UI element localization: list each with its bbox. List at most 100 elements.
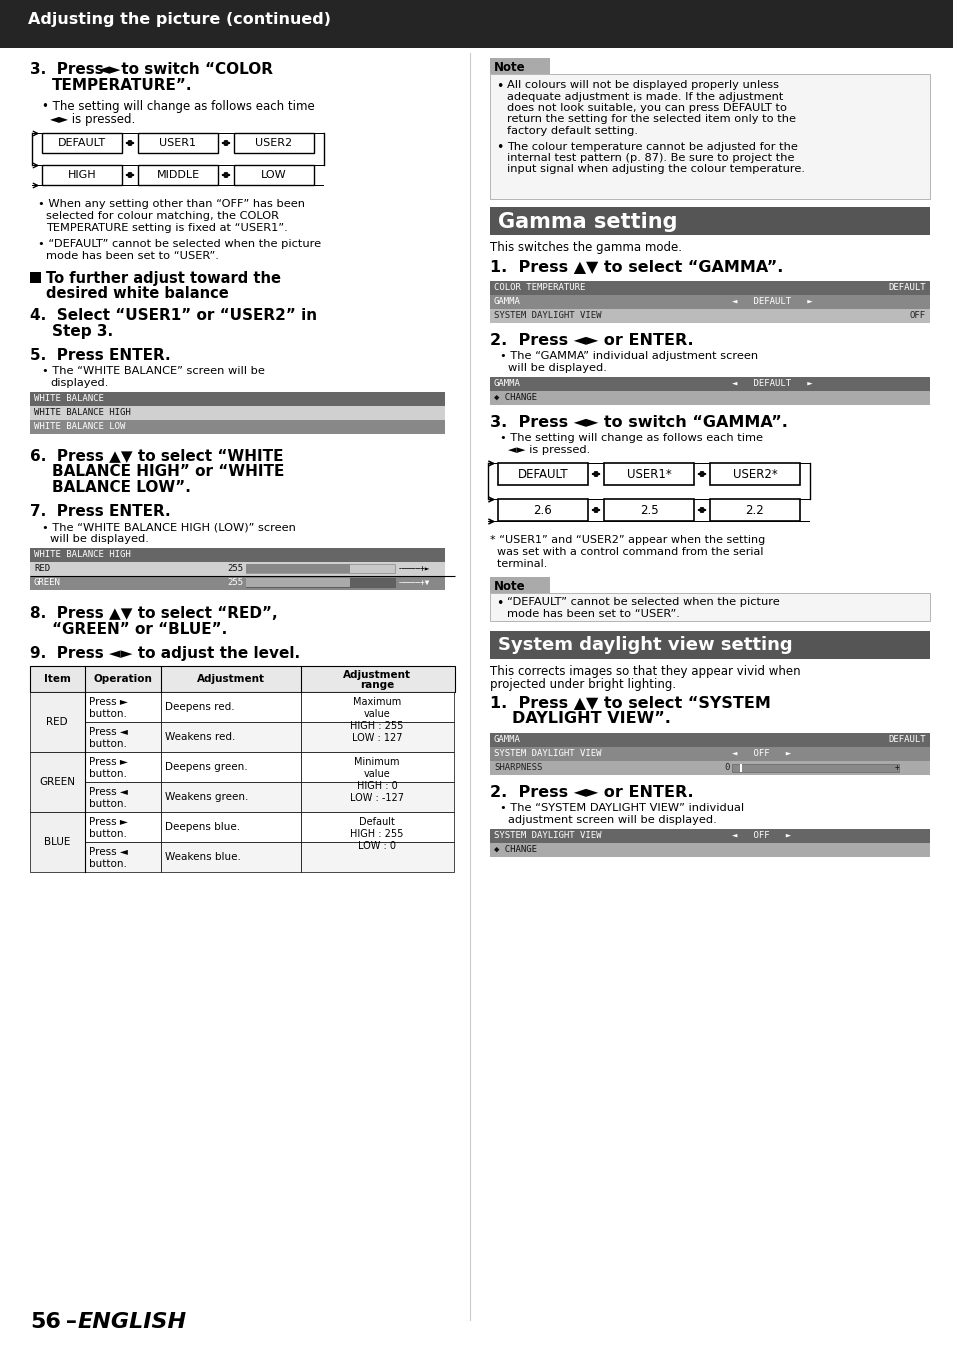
Text: WHITE BALANCE: WHITE BALANCE: [34, 394, 104, 404]
Text: WHITE BALANCE HIGH: WHITE BALANCE HIGH: [34, 549, 131, 559]
Text: Press ◄: Press ◄: [89, 787, 128, 796]
Text: HIGH : 255: HIGH : 255: [350, 829, 403, 838]
Bar: [85, 693, 161, 722]
Bar: [42, 134, 122, 153]
Text: 9.  Press ◄► to adjust the level.: 9. Press ◄► to adjust the level.: [30, 647, 300, 662]
Text: 255: 255: [228, 564, 244, 572]
Text: ◄   OFF   ►: ◄ OFF ►: [731, 832, 790, 840]
Text: button.: button.: [89, 799, 127, 809]
Bar: [85, 782, 161, 811]
Bar: [246, 564, 350, 572]
Text: ◄   DEFAULT   ►: ◄ DEFAULT ►: [731, 297, 812, 306]
Bar: [490, 74, 929, 198]
Text: HIGH: HIGH: [68, 170, 96, 180]
Text: “GREEN” or “BLUE”.: “GREEN” or “BLUE”.: [52, 622, 227, 637]
Text: Adjustment: Adjustment: [196, 674, 265, 684]
Bar: [603, 463, 693, 485]
Bar: [233, 165, 314, 185]
Text: SYSTEM DAYLIGHT VIEW: SYSTEM DAYLIGHT VIEW: [494, 749, 601, 757]
Text: 255: 255: [228, 578, 244, 587]
Text: 3.  Press ◄► to switch “GAMMA”.: 3. Press ◄► to switch “GAMMA”.: [490, 414, 787, 431]
Bar: [30, 548, 444, 562]
Bar: [30, 666, 455, 693]
Bar: [301, 722, 454, 752]
Text: Minimum: Minimum: [354, 757, 399, 767]
Text: Press ►: Press ►: [89, 697, 128, 707]
Text: BALANCE HIGH” or “WHITE: BALANCE HIGH” or “WHITE: [52, 464, 284, 479]
Text: button.: button.: [89, 769, 127, 779]
Text: 2.  Press ◄► or ENTER.: 2. Press ◄► or ENTER.: [490, 784, 693, 801]
Text: MIDDLE: MIDDLE: [156, 170, 199, 180]
Text: The colour temperature cannot be adjusted for the: The colour temperature cannot be adjuste…: [506, 142, 797, 151]
Bar: [490, 207, 929, 235]
Text: SYSTEM DAYLIGHT VIEW: SYSTEM DAYLIGHT VIEW: [494, 310, 601, 320]
Bar: [161, 782, 301, 811]
Text: • The “GAMMA” individual adjustment screen: • The “GAMMA” individual adjustment scre…: [499, 351, 758, 360]
Text: BLUE: BLUE: [44, 837, 71, 846]
Text: projected under bright lighting.: projected under bright lighting.: [490, 678, 676, 691]
Text: DEFAULT: DEFAULT: [887, 734, 925, 744]
Text: RED: RED: [46, 717, 68, 728]
Text: LOW : 127: LOW : 127: [352, 733, 402, 743]
Text: will be displayed.: will be displayed.: [507, 363, 606, 373]
Text: USER1*: USER1*: [626, 467, 671, 481]
Text: input signal when adjusting the colour temperature.: input signal when adjusting the colour t…: [506, 165, 804, 174]
Text: Step 3.: Step 3.: [52, 324, 113, 339]
Text: • The setting will change as follows each time: • The setting will change as follows eac…: [499, 433, 762, 443]
Text: DEFAULT: DEFAULT: [517, 467, 568, 481]
Text: displayed.: displayed.: [50, 378, 109, 387]
Text: This switches the gamma mode.: This switches the gamma mode.: [490, 242, 681, 254]
Bar: [301, 811, 454, 842]
Text: 3.  Press: 3. Press: [30, 62, 109, 77]
Bar: [85, 722, 161, 752]
Text: return the setting for the selected item only to the: return the setting for the selected item…: [506, 115, 795, 124]
Bar: [497, 463, 587, 485]
Text: Deepens red.: Deepens red.: [165, 702, 234, 711]
Text: LOW: LOW: [261, 170, 287, 180]
Text: Weakens blue.: Weakens blue.: [165, 852, 240, 863]
Text: OFF: OFF: [909, 310, 925, 320]
Bar: [301, 752, 454, 782]
Text: 2.2: 2.2: [745, 504, 763, 517]
Text: • The “WHITE BALANCE” screen will be: • The “WHITE BALANCE” screen will be: [42, 366, 265, 377]
Bar: [161, 722, 301, 752]
Text: value: value: [363, 769, 390, 779]
Text: does not look suitable, you can press DEFAULT to: does not look suitable, you can press DE…: [506, 103, 786, 113]
Text: HIGH : 0: HIGH : 0: [356, 782, 397, 791]
Bar: [30, 752, 85, 811]
Text: -————+►: -————+►: [396, 564, 429, 572]
Text: DEFAULT: DEFAULT: [887, 284, 925, 292]
Text: GREEN: GREEN: [34, 578, 61, 587]
Text: ◄►: ◄►: [98, 62, 121, 77]
Text: will be displayed.: will be displayed.: [50, 535, 149, 544]
Text: +: +: [894, 763, 899, 772]
Text: button.: button.: [89, 738, 127, 749]
Text: All colours will not be displayed properly unless: All colours will not be displayed proper…: [506, 80, 779, 90]
Text: button.: button.: [89, 709, 127, 720]
Text: Deepens blue.: Deepens blue.: [165, 822, 240, 832]
Bar: [490, 842, 929, 857]
Text: Operation: Operation: [93, 674, 152, 684]
Bar: [161, 693, 301, 722]
Bar: [161, 752, 301, 782]
Text: HIGH : 255: HIGH : 255: [350, 721, 403, 730]
Text: WHITE BALANCE LOW: WHITE BALANCE LOW: [34, 423, 125, 431]
Bar: [30, 406, 444, 420]
Text: was set with a control command from the serial: was set with a control command from the …: [490, 547, 762, 558]
Text: button.: button.: [89, 859, 127, 869]
Text: TEMPERATURE”.: TEMPERATURE”.: [52, 78, 193, 93]
Text: 1.  Press ▲▼ to select “SYSTEM: 1. Press ▲▼ to select “SYSTEM: [490, 695, 770, 710]
Text: 8.  Press ▲▼ to select “RED”,: 8. Press ▲▼ to select “RED”,: [30, 606, 277, 621]
Text: adequate adjustment is made. If the adjustment: adequate adjustment is made. If the adju…: [506, 92, 782, 101]
Bar: [731, 764, 899, 772]
Bar: [246, 578, 350, 587]
Text: factory default setting.: factory default setting.: [506, 126, 638, 136]
Text: Weakens green.: Weakens green.: [165, 792, 248, 802]
Text: •: •: [496, 597, 503, 610]
Bar: [30, 271, 41, 284]
Text: button.: button.: [89, 829, 127, 838]
Text: This corrects images so that they appear vivid when: This corrects images so that they appear…: [490, 666, 800, 678]
Bar: [490, 309, 929, 323]
Bar: [740, 764, 741, 772]
Text: ◆ CHANGE: ◆ CHANGE: [494, 845, 537, 855]
